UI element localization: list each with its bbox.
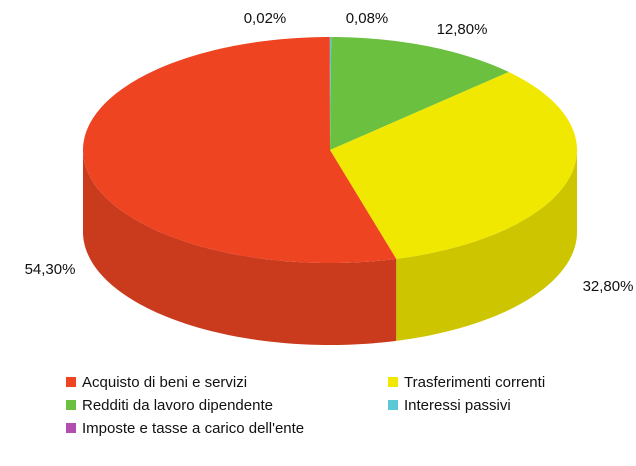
legend-swatch [388, 400, 398, 410]
value-label: 32,80% [583, 278, 634, 295]
legend-swatch [66, 377, 76, 387]
value-label: 12,80% [437, 21, 488, 38]
legend-swatch [66, 423, 76, 433]
value-label: 0,08% [346, 10, 389, 27]
legend-swatch [66, 400, 76, 410]
value-label: 54,30% [25, 261, 76, 278]
legend-label: Trasferimenti correnti [404, 374, 545, 391]
legend-label: Interessi passivi [404, 397, 511, 414]
value-label: 0,02% [244, 10, 287, 27]
legend-label: Redditi da lavoro dipendente [82, 397, 273, 414]
legend-swatch [388, 377, 398, 387]
legend-label: Imposte e tasse a carico dell'ente [82, 420, 304, 437]
legend-label: Acquisto di beni e servizi [82, 374, 247, 391]
